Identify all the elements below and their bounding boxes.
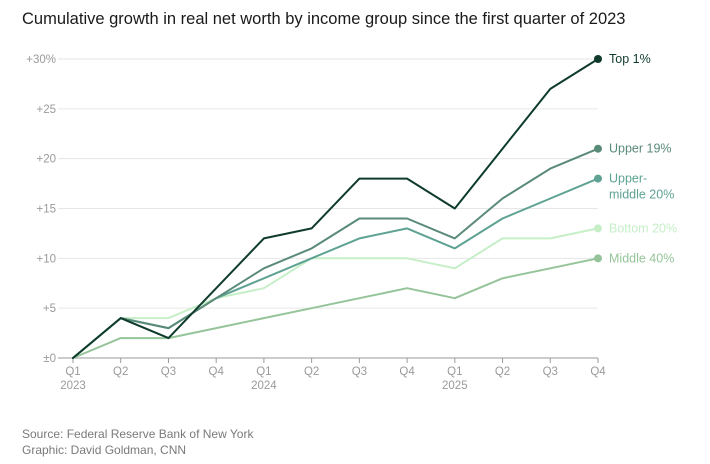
x-tick-label: Q1: [65, 366, 80, 378]
chart-title: Cumulative growth in real net worth by i…: [22, 10, 626, 28]
x-tick-label: Q4: [209, 366, 225, 378]
x-tick-label: Q4: [590, 366, 606, 378]
series-endpoint-bottom-20pct: [594, 224, 602, 233]
grid-lines: [58, 58, 598, 359]
series-label-upper-19pct: Upper 19%: [609, 142, 672, 156]
series-label-upper-middle-20pct: middle 20%: [609, 188, 674, 202]
series-lines: [72, 55, 602, 359]
y-tick-label: +10: [36, 253, 56, 265]
series-endpoint-top-1pct: [594, 55, 602, 63]
x-tick-label: Q2: [304, 366, 319, 378]
x-tick-label: Q1: [447, 366, 462, 378]
series-endpoint-middle-40pct: [594, 254, 602, 263]
x-axis-ticks: Q1 Q2 Q3 Q4 Q1 Q2 Q3 Q4 Q1 Q2 Q3 Q4 2023 2024 2025: [60, 358, 606, 392]
series-label-middle-40pct: Middle 40%: [609, 251, 674, 265]
series-endpoint-upper-19pct: [594, 144, 602, 153]
x-year-label: 2024: [251, 380, 277, 392]
series-label-bottom-20pct: Bottom 20%: [609, 221, 677, 235]
series-label-upper-middle-20pct: Upper-: [609, 172, 647, 186]
x-tick-label: Q1: [256, 366, 271, 378]
y-tick-label: ±0: [43, 353, 56, 365]
y-tick-label: +25: [36, 104, 56, 116]
graphic-credit: Graphic: David Goldman, CNN: [22, 443, 187, 457]
y-tick-label: +20: [36, 154, 56, 166]
x-tick-label: Q2: [113, 366, 128, 378]
y-tick-label: +30%: [26, 54, 56, 66]
y-tick-label: +5: [43, 303, 56, 315]
series-line-upper-19pct: [72, 147, 599, 359]
x-year-label: 2025: [442, 380, 468, 392]
x-tick-label: Q2: [495, 366, 510, 378]
x-tick-label: Q4: [399, 366, 415, 378]
x-tick-label: Q3: [161, 366, 176, 378]
series-labels: Middle 40% Bottom 20% Upper-middle 20% Uppe…: [609, 52, 677, 265]
x-year-label: 2023: [60, 380, 86, 392]
series-line-bottom-20pct: [72, 227, 599, 359]
series-line-top-1pct: [72, 58, 599, 359]
x-tick-label: Q3: [352, 366, 367, 378]
series-label-top-1pct: Top 1%: [609, 52, 651, 66]
x-tick-label: Q3: [543, 366, 558, 378]
series-endpoint-upper-middle-20pct: [594, 174, 602, 183]
source-note: Source: Federal Reserve Bank of New York: [22, 427, 254, 441]
series-line-middle-40pct: [72, 257, 599, 359]
y-axis-ticks: ±0 +5 +10 +15 +20 +25 +30%: [26, 54, 56, 365]
y-tick-label: +15: [36, 204, 56, 216]
